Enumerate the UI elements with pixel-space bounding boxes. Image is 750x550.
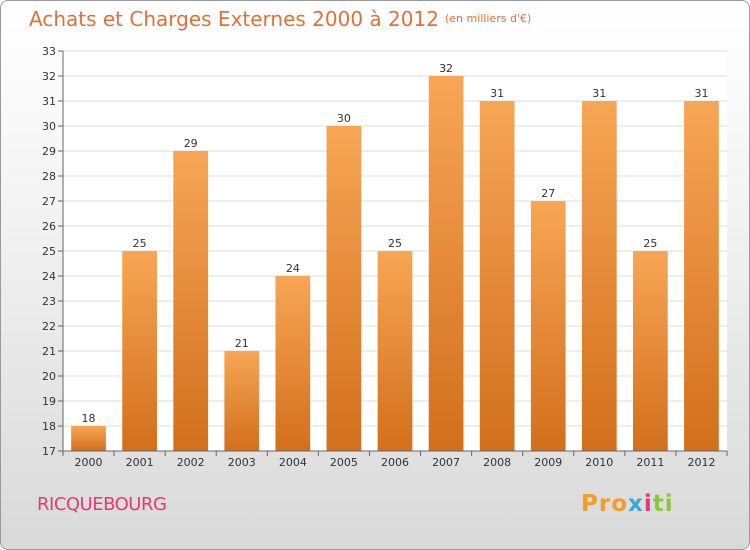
- x-tick-label: 2004: [279, 456, 307, 469]
- proxiti-logo: Proxiti: [581, 491, 674, 517]
- y-tick-label: 23: [42, 295, 56, 308]
- x-tick-label: 2008: [483, 456, 511, 469]
- x-tick-label: 2000: [75, 456, 103, 469]
- x-tick-label: 2012: [687, 456, 715, 469]
- y-tick-label: 27: [42, 195, 56, 208]
- x-tick-label: 2001: [126, 456, 154, 469]
- bar-2010: [581, 101, 617, 451]
- data-label-2004: 24: [286, 262, 300, 275]
- x-tick-label: 2002: [177, 456, 205, 469]
- axes-group: 17 18 19 20 21 22 23 24 25 26 27 28 29 30 31 32 33 2000 20…: [42, 45, 728, 469]
- bar-2006: [377, 251, 413, 451]
- y-tick-label: 31: [42, 95, 56, 108]
- bar-2005: [326, 126, 362, 451]
- y-tick-label: 30: [42, 120, 56, 133]
- data-label-2005: 30: [337, 112, 351, 125]
- y-tick-label: 26: [42, 220, 56, 233]
- y-tick-label: 28: [42, 170, 56, 183]
- y-tick-label: 19: [42, 395, 56, 408]
- bar-2003: [224, 351, 260, 451]
- data-label-2003: 21: [235, 337, 249, 350]
- data-label-2008: 31: [490, 87, 504, 100]
- chart-title: Achats et Charges Externes 2000 à 2012 (e…: [29, 7, 531, 31]
- x-tick-label: 2010: [585, 456, 613, 469]
- data-label-2007: 32: [439, 62, 453, 75]
- data-label-2010: 31: [592, 87, 606, 100]
- bar-2002: [173, 151, 209, 451]
- bar-2009: [530, 201, 566, 451]
- data-label-2006: 25: [388, 237, 402, 250]
- bar-2012: [684, 101, 719, 451]
- chart-subtitle: (en milliers d'€): [444, 12, 532, 25]
- x-tick-label: 2006: [381, 456, 409, 469]
- bar-2011: [633, 251, 668, 451]
- x-tick-label: 2011: [636, 456, 664, 469]
- x-tick-label: 2007: [432, 456, 460, 469]
- data-label-2011: 25: [643, 237, 657, 250]
- y-tick-label: 29: [42, 145, 56, 158]
- y-tick-label: 18: [42, 420, 56, 433]
- x-tick-label: 2009: [534, 456, 562, 469]
- bar-2000: [71, 426, 106, 451]
- data-label-2002: 29: [184, 137, 198, 150]
- bar-2001: [122, 251, 157, 451]
- bar-2008: [479, 101, 515, 451]
- x-tick-label: 2003: [228, 456, 256, 469]
- bar-2007: [428, 76, 464, 451]
- y-tick-label: 32: [42, 70, 56, 83]
- y-tick-label: 17: [42, 445, 56, 458]
- bars-group: 18 25 29 21 24 30 25 32 31 27 31 25 31: [71, 62, 719, 451]
- y-tick-label: 22: [42, 320, 56, 333]
- x-tick-label: 2005: [330, 456, 358, 469]
- y-tick-label: 21: [42, 345, 56, 358]
- data-label-2009: 27: [541, 187, 555, 200]
- data-label-2000: 18: [82, 412, 96, 425]
- data-label-2012: 31: [694, 87, 708, 100]
- bar-2004: [275, 276, 311, 451]
- y-tick-label: 25: [42, 245, 56, 258]
- data-label-2001: 25: [133, 237, 147, 250]
- place-name: RICQUEBOURG: [37, 494, 167, 515]
- y-tick-label: 24: [42, 270, 56, 283]
- chart-title-text: Achats et Charges Externes 2000 à 2012: [29, 7, 439, 31]
- y-tick-label: 20: [42, 370, 56, 383]
- y-tick-label: 33: [42, 45, 56, 58]
